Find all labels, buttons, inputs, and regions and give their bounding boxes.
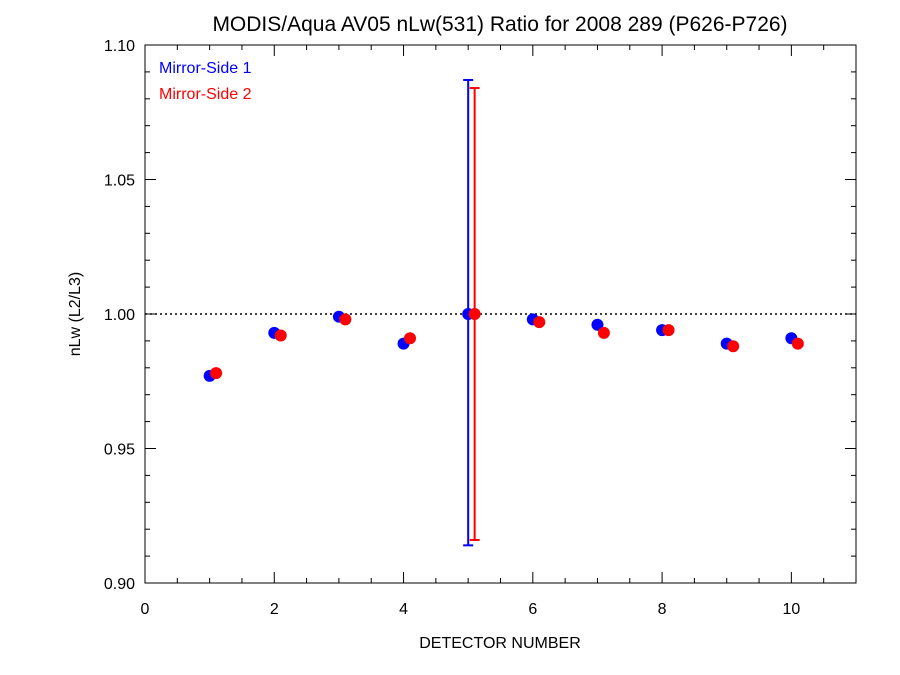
- x-tick-label: 0: [141, 601, 150, 618]
- y-tick-label: 0.95: [104, 442, 135, 459]
- y-tick-label: 0.90: [104, 576, 135, 593]
- chart-title: MODIS/Aqua AV05 nLw(531) Ratio for 2008 …: [212, 13, 787, 36]
- data-point-series-2: [727, 340, 740, 353]
- x-axis-title: DETECTOR NUMBER: [419, 635, 581, 652]
- data-point-series-2: [274, 329, 287, 342]
- x-tick-label: 10: [782, 601, 800, 618]
- x-tick-label: 8: [658, 601, 667, 618]
- data-point-series-2: [468, 308, 481, 320]
- y-tick-label: 1.05: [104, 173, 135, 190]
- data-point-series-2: [404, 332, 417, 345]
- y-tick-label: 1.10: [104, 38, 135, 55]
- data-points: [203, 308, 804, 382]
- data-point-series-2: [210, 367, 223, 380]
- legend-mirror-side-2: Mirror-Side 2: [159, 86, 252, 103]
- x-tick-label: 6: [528, 601, 537, 618]
- legend-mirror-side-1: Mirror-Side 1: [159, 60, 252, 77]
- data-point-series-2: [533, 316, 546, 329]
- y-axis-title: nLw (L2/L3): [67, 272, 84, 357]
- data-point-series-1: [591, 318, 604, 331]
- y-tick-label: 1.00: [104, 307, 135, 324]
- data-point-series-2: [597, 326, 610, 339]
- data-point-series-2: [339, 313, 352, 326]
- data-point-series-2: [791, 337, 804, 350]
- tick-labels: 0 2 4 6 8 10 0.90 0.95 1.00 1.05 1.10: [104, 38, 801, 618]
- x-tick-label: 4: [399, 601, 408, 618]
- data-point-series-2: [662, 324, 675, 337]
- x-tick-label: 2: [270, 601, 279, 618]
- axis-ticks: [144, 44, 857, 584]
